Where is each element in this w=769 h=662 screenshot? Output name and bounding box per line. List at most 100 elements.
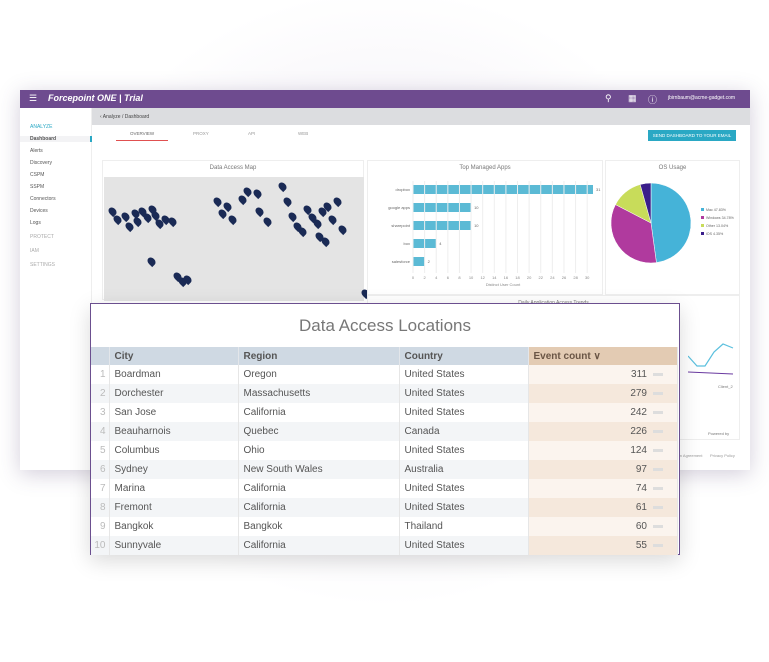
index-cell: 5	[91, 441, 110, 460]
city-cell: Dorchester	[109, 384, 239, 403]
sidebar-item-connectors[interactable]: Connectors	[30, 196, 56, 202]
table-title: Data Access Locations	[299, 316, 471, 335]
sidebar-item-discovery[interactable]: Discovery	[30, 160, 52, 166]
map-pin-icon[interactable]	[286, 210, 299, 223]
map-pin-icon[interactable]	[319, 235, 332, 248]
map-pin-icon[interactable]	[296, 225, 309, 238]
country-cell: Thailand	[399, 517, 529, 536]
table-row[interactable]: 9 Bangkok Bangkok Thailand 60	[91, 517, 678, 536]
table-row[interactable]: 6 Sydney New South Wales Australia 97	[91, 460, 678, 479]
map-pin-icon[interactable]	[261, 215, 274, 228]
bar[interactable]	[413, 185, 593, 194]
world-map[interactable]	[104, 177, 372, 301]
event-count-cell: 242	[528, 403, 678, 422]
bar[interactable]	[413, 203, 472, 212]
bar-chart-title: Top Managed Apps	[459, 165, 511, 171]
sidebar-item-devices[interactable]: Devices	[30, 208, 48, 214]
index-cell: 10	[91, 536, 110, 555]
tick-label: 16	[504, 275, 509, 280]
back-icon[interactable]: ‹	[100, 114, 103, 120]
country-header[interactable]: Country	[399, 347, 529, 365]
table-row[interactable]: 10 Sunnyvale California United States 55	[91, 536, 678, 555]
map-pin-icon[interactable]	[145, 255, 158, 268]
event-count-header[interactable]: Event count ∨	[528, 347, 678, 365]
tick-label: 18	[515, 275, 520, 280]
tick-label: 26	[562, 275, 567, 280]
map-pin-icon[interactable]	[331, 195, 344, 208]
city-header[interactable]: City	[109, 347, 239, 365]
city-cell: Marina	[109, 479, 239, 498]
region-cell: California	[238, 479, 400, 498]
region-header[interactable]: Region	[238, 347, 400, 365]
privacy-policy-link[interactable]: Privacy Policy	[710, 453, 735, 458]
map-pin-icon[interactable]	[226, 213, 239, 226]
tick-label: 14	[492, 275, 497, 280]
user-menu[interactable]: jbirnbaum@acme-gadget.com	[668, 95, 736, 101]
locations-table: City Region Country Event count ∨ 1 Board…	[91, 347, 678, 555]
map-pin-icon[interactable]	[253, 205, 266, 218]
index-cell: 1	[91, 365, 110, 384]
event-count-cell: 226	[528, 422, 678, 441]
bar-label: salesforce	[392, 259, 411, 264]
map-pin-icon[interactable]	[281, 195, 294, 208]
map-pin-icon[interactable]	[251, 187, 264, 200]
tab-web[interactable]: WEB	[298, 131, 309, 136]
sidebar-section-protect[interactable]: PROTECT	[30, 234, 54, 240]
grid-icon[interactable]: ▦	[628, 93, 637, 103]
region-cell: Bangkok	[238, 517, 400, 536]
pie-slice[interactable]	[610, 204, 657, 264]
table-row[interactable]: 8 Fremont California United States 61	[91, 498, 678, 517]
bar-value: 10	[474, 205, 479, 210]
help-icon[interactable]: ⓘ	[648, 95, 658, 105]
table-row[interactable]: 2 Dorchester Massachusetts United States 279	[91, 384, 678, 403]
send-dashboard-button[interactable]: SEND DASHBOARD TO YOUR EMAIL	[648, 130, 736, 141]
sidebar-item-cspm[interactable]: CSPM	[30, 172, 45, 178]
region-cell: Quebec	[238, 422, 400, 441]
region-cell: Massachusetts	[238, 384, 400, 403]
bar[interactable]	[413, 257, 425, 266]
search-icon[interactable]: ⚲	[605, 93, 612, 103]
map-pin-icon[interactable]	[336, 223, 349, 236]
tick-label: 24	[550, 275, 555, 280]
bar[interactable]	[413, 221, 472, 230]
table-row[interactable]: 3 San Jose California United States 242	[91, 403, 678, 422]
legend-swatch	[701, 232, 704, 235]
tab-proxy[interactable]: PROXY	[193, 131, 209, 136]
map-pin-icon[interactable]	[166, 215, 179, 228]
city-cell: Columbus	[109, 441, 239, 460]
legend-swatch	[701, 224, 704, 227]
tab-api[interactable]: API	[248, 131, 256, 136]
pie-slice[interactable]	[650, 182, 692, 263]
menu-icon[interactable]: ☰	[29, 93, 38, 103]
table-row[interactable]: 7 Marina California United States 74	[91, 479, 678, 498]
map-pin-icon[interactable]	[311, 217, 324, 230]
sidebar-section-iam[interactable]: IAM	[30, 248, 39, 254]
index-cell: 6	[91, 460, 110, 479]
table-row[interactable]: 4 Beauharnois Quebec Canada 226	[91, 422, 678, 441]
sidebar-section-settings[interactable]: SETTINGS	[30, 262, 56, 268]
sidebar-item-dashboard[interactable]: Dashboard	[20, 136, 92, 142]
city-cell: Beauharnois	[109, 422, 239, 441]
map-pin-icon[interactable]	[326, 213, 339, 226]
table-row[interactable]: 1 Boardman Oregon United States 311	[91, 365, 678, 384]
tab-overview[interactable]: OVERVIEW	[116, 131, 169, 141]
sidebar-item-logs[interactable]: Logs	[30, 220, 41, 226]
table-row[interactable]: 5 Columbus Ohio United States 124	[91, 441, 678, 460]
city-cell: San Jose	[109, 403, 239, 422]
map-pin-icon[interactable]	[276, 180, 289, 193]
tick-label: 8	[458, 275, 461, 280]
tick-label: 6	[447, 275, 450, 280]
country-cell: United States	[399, 365, 529, 384]
tick-label: 30	[585, 275, 590, 280]
event-count-cell: 97	[528, 460, 678, 479]
index-header	[91, 347, 110, 365]
pie-chart-title: OS Usage	[658, 165, 687, 171]
map-pin-icon[interactable]	[211, 195, 224, 208]
tick-label: 0	[412, 275, 415, 280]
sidebar-item-alerts[interactable]: Alerts	[30, 148, 43, 154]
event-count-cell: 124	[528, 441, 678, 460]
sidebar-item-sspm[interactable]: SSPM	[30, 184, 45, 190]
bar-label: box	[404, 241, 410, 246]
pie-slice[interactable]	[639, 182, 652, 224]
subscription-agreement-link[interactable]: Subscription Agreement	[660, 453, 703, 458]
